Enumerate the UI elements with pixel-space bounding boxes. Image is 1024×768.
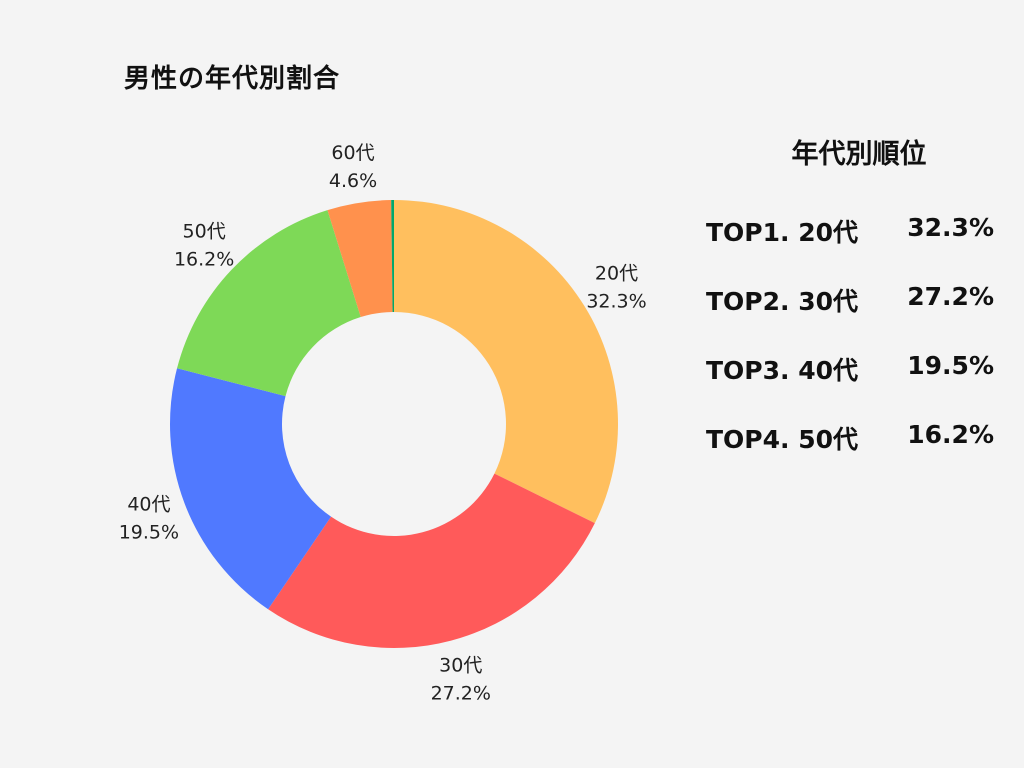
ranking-value: 19.5% <box>907 351 994 380</box>
donut-slice-other-5 <box>391 200 394 313</box>
donut-slice-30代 <box>268 473 595 649</box>
slice-label: 20代 32.3% <box>586 263 646 313</box>
chart-title: 男性の年代別割合 <box>124 64 341 94</box>
slice-label: 60代 4.6% <box>329 142 377 192</box>
donut-slice-20代 <box>394 200 619 524</box>
ranking-row: TOP1. 20代 32.3% <box>706 213 1006 282</box>
ranking-row: TOP2. 30代 27.2% <box>706 282 1006 351</box>
ranking-value: 16.2% <box>907 420 994 449</box>
ranking-label: TOP2. 30代 <box>706 287 859 316</box>
donut-slice-50代 <box>177 210 361 397</box>
ranking-label: TOP3. 40代 <box>706 356 859 385</box>
ranking-panel: 年代別順位 TOP1. 20代 32.3% TOP2. 30代 27.2% TO… <box>706 132 1006 489</box>
donut-slice-60代 <box>327 200 393 318</box>
slice-label: 40代 19.5% <box>119 494 179 544</box>
ranking-value: 32.3% <box>907 213 994 242</box>
slice-label: 30代 27.2% <box>431 654 491 704</box>
ranking-title: 年代別順位 <box>791 139 927 170</box>
ranking-label: TOP1. 20代 <box>706 218 859 247</box>
donut-slice-40代 <box>170 368 332 610</box>
slice-label: 50代 16.2% <box>174 220 234 270</box>
ranking-row: TOP3. 40代 19.5% <box>706 351 1006 420</box>
ranking-label: TOP4. 50代 <box>706 425 859 454</box>
ranking-row: TOP4. 50代 16.2% <box>706 420 1006 489</box>
ranking-value: 27.2% <box>907 282 994 311</box>
